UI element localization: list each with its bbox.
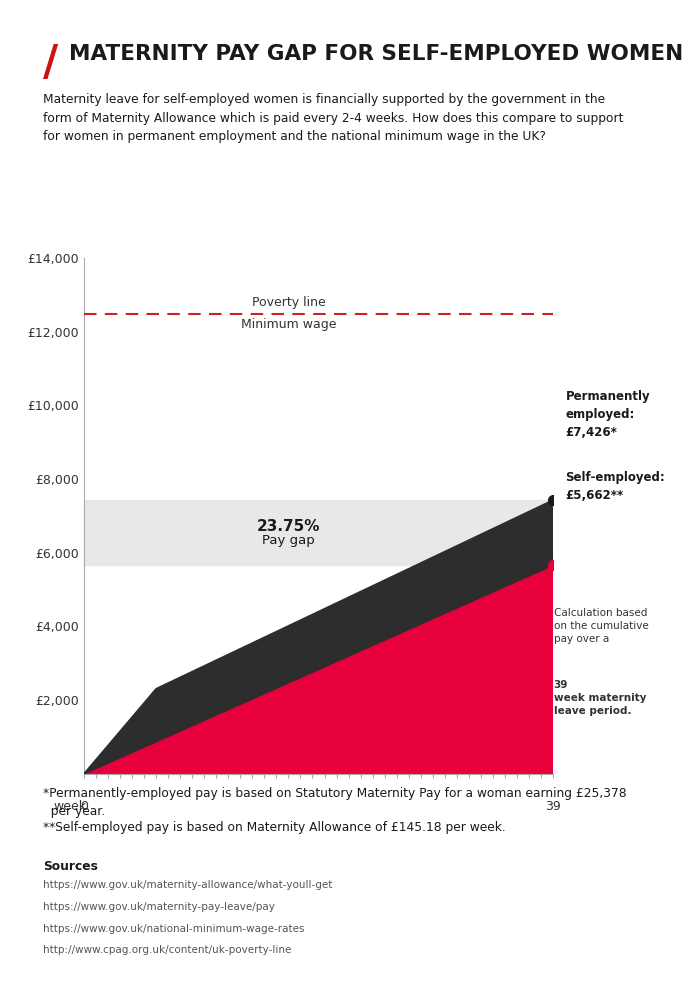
Text: 23.75%: 23.75% — [257, 519, 320, 534]
Text: http://www.cpag.org.uk/content/uk-poverty-line: http://www.cpag.org.uk/content/uk-povert… — [43, 945, 292, 955]
Text: https://www.gov.uk/maternity-allowance/what-youll-get: https://www.gov.uk/maternity-allowance/w… — [43, 880, 332, 890]
Text: MATERNITY PAY GAP FOR SELF-EMPLOYED WOMEN: MATERNITY PAY GAP FOR SELF-EMPLOYED WOME… — [69, 44, 683, 63]
Bar — [84, 500, 553, 565]
Text: Pay gap: Pay gap — [262, 534, 315, 547]
Text: 39
week maternity
leave period.: 39 week maternity leave period. — [554, 680, 646, 716]
Text: Self-employed:
£5,662**: Self-employed: £5,662** — [566, 470, 665, 502]
Polygon shape — [84, 565, 553, 774]
Text: **Self-employed pay is based on Maternity Allowance of £145.18 per week.: **Self-employed pay is based on Maternit… — [43, 821, 506, 834]
Text: 39: 39 — [545, 800, 561, 812]
Text: Maternity leave for self-employed women is financially supported by the governme: Maternity leave for self-employed women … — [43, 93, 624, 143]
Text: 0: 0 — [80, 800, 88, 812]
Text: https://www.gov.uk/maternity-pay-leave/pay: https://www.gov.uk/maternity-pay-leave/p… — [43, 902, 275, 912]
Text: https://www.gov.uk/national-minimum-wage-rates: https://www.gov.uk/national-minimum-wage… — [43, 924, 305, 933]
Text: /: / — [43, 42, 59, 83]
Text: Permanently
employed:
£7,426*: Permanently employed: £7,426* — [566, 390, 650, 439]
Text: Sources: Sources — [43, 860, 98, 873]
Polygon shape — [84, 500, 553, 774]
Text: *Permanently-employed pay is based on Statutory Maternity Pay for a woman earnin: *Permanently-employed pay is based on St… — [43, 787, 627, 817]
Text: Minimum wage: Minimum wage — [241, 318, 336, 331]
Text: Poverty line: Poverty line — [251, 297, 326, 310]
Text: week: week — [54, 800, 87, 812]
Text: Calculation based
on the cumulative
pay over a: Calculation based on the cumulative pay … — [554, 607, 648, 644]
